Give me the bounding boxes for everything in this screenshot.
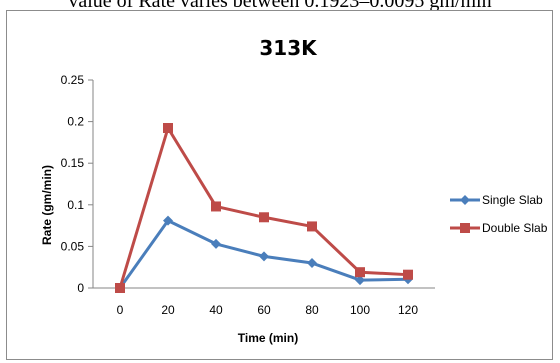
- data-point-diamond: [211, 238, 221, 249]
- x-axis-label: Time (min): [238, 331, 298, 345]
- data-point-square: [163, 123, 173, 134]
- series-layer: [115, 123, 413, 293]
- series-double-slab: [115, 123, 413, 293]
- y-tick-label: 0.15: [61, 156, 85, 170]
- data-point-square: [403, 269, 413, 280]
- x-tick-label: 60: [257, 303, 271, 317]
- y-tick-label: 0.05: [61, 239, 85, 253]
- data-point-square: [355, 267, 365, 278]
- y-axis-label: Rate (gm/min): [40, 165, 54, 245]
- legend-marker-diamond: [460, 195, 470, 205]
- legend-marker-square: [460, 223, 470, 233]
- data-point-square: [307, 221, 317, 232]
- legend-item-single-slab: Single Slab: [450, 193, 543, 207]
- axes: 0 0.05 0.1 0.15 0.2 0.25 0 20 40 60 80 100 120: [61, 73, 435, 317]
- y-tick-label: 0.25: [61, 73, 85, 87]
- chart-frame: [6, 10, 553, 360]
- chart-title: 313K: [259, 36, 318, 60]
- x-tick-label: 20: [161, 303, 175, 317]
- data-point-diamond: [163, 215, 173, 226]
- x-tick-label: 100: [350, 303, 370, 317]
- x-tick-label: 120: [398, 303, 418, 317]
- series-single-slab: [115, 215, 413, 293]
- legend: Single Slab Double Slab: [450, 193, 548, 235]
- page-header-text: value of Rate varies between 0.1923–0.00…: [68, 0, 492, 12]
- x-tick-label: 40: [209, 303, 223, 317]
- data-point-square: [115, 283, 125, 293]
- data-point-diamond: [259, 251, 269, 262]
- x-tick-label: 0: [117, 303, 124, 317]
- y-tick-label: 0.1: [67, 198, 84, 212]
- legend-label: Single Slab: [482, 193, 543, 207]
- x-tick-label: 80: [305, 303, 319, 317]
- data-point-square: [259, 212, 269, 223]
- data-point-diamond: [307, 258, 317, 269]
- data-point-diamond: [355, 275, 365, 286]
- y-tick-label: 0: [77, 281, 84, 295]
- data-point-square: [211, 201, 221, 212]
- legend-label: Double Slab: [482, 221, 548, 235]
- series-line: [118, 126, 409, 289]
- legend-item-double-slab: Double Slab: [450, 221, 548, 235]
- y-tick-label: 0.2: [67, 115, 84, 129]
